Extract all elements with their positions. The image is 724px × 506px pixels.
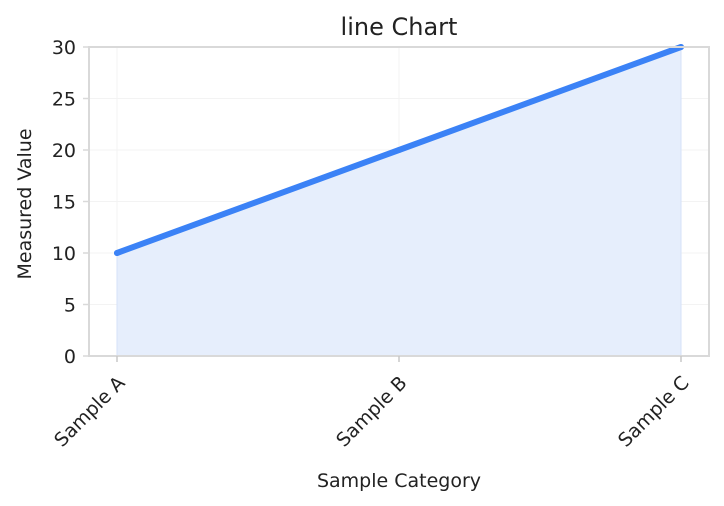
y-axis-label: Measured Value	[14, 128, 36, 279]
x-axis-label: Sample Category	[317, 470, 481, 492]
y-tick-label: 30	[52, 37, 76, 59]
data-point	[114, 250, 120, 256]
y-tick-label: 0	[64, 346, 76, 368]
chart-title: line Chart	[341, 13, 458, 41]
y-tick-label: 5	[64, 295, 76, 317]
data-point	[396, 147, 402, 153]
y-tick-label: 15	[52, 192, 76, 214]
y-tick-label: 25	[52, 89, 76, 111]
y-tick-label: 10	[52, 243, 76, 265]
y-axis-ticks: 0 5 10 15 20 25 30	[52, 37, 89, 368]
y-tick-label: 20	[52, 140, 76, 162]
